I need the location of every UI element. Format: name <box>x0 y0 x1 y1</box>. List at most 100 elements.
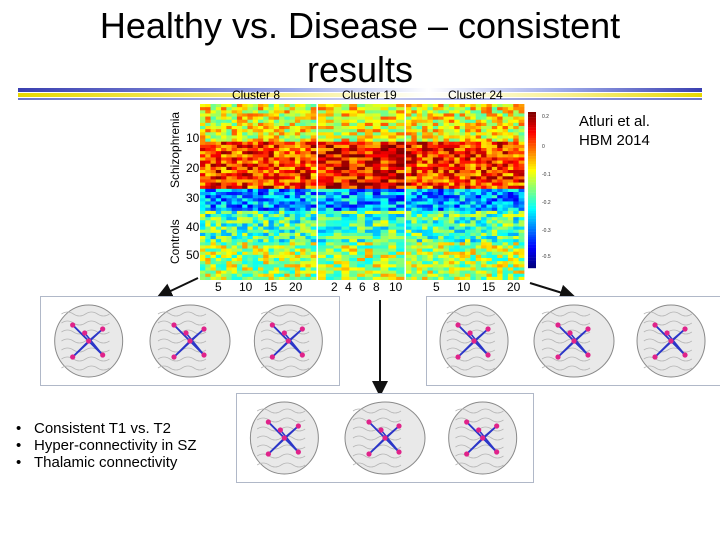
heatmap-cell <box>325 223 335 227</box>
heatmap-cell <box>443 204 450 209</box>
heatmap-cell <box>215 141 222 146</box>
heatmap-cell <box>475 245 482 249</box>
heatmap-cell <box>481 166 487 171</box>
heatmap-cell <box>507 267 514 271</box>
heatmap-cell <box>443 245 450 249</box>
heatmap-cell <box>357 254 366 259</box>
heatmap-cell <box>372 188 381 193</box>
heatmap-cell <box>294 201 301 205</box>
heatmap-cell <box>465 258 471 262</box>
heatmap-cell <box>289 201 296 205</box>
heatmap-cell <box>459 160 466 165</box>
heatmap-cell <box>357 179 366 183</box>
heatmap-cell <box>448 182 455 187</box>
heatmap-cell <box>231 119 238 124</box>
heatmap-cell <box>341 119 350 124</box>
heatmap-cell <box>459 148 466 152</box>
heatmap-cell <box>432 207 439 212</box>
brain-gyrus <box>446 320 496 326</box>
heatmap-cell <box>333 223 342 227</box>
heatmap-cell <box>305 214 312 218</box>
heatmap-cell <box>200 148 206 152</box>
heatmap-cell <box>465 204 471 209</box>
heatmap-cell <box>459 217 466 221</box>
colorbar-segment <box>528 223 536 227</box>
heatmap-cell <box>432 251 439 256</box>
heatmap-cell <box>448 217 455 221</box>
heatmap-cell <box>465 126 471 130</box>
heatmap-cell <box>486 179 493 183</box>
heatmap-cell <box>263 223 269 227</box>
heatmap-cell <box>486 126 493 130</box>
heatmap-cell <box>252 226 259 231</box>
heatmap-cell <box>491 119 498 124</box>
heatmap-cell <box>422 258 428 262</box>
heatmap-cell <box>284 132 291 136</box>
heatmap-cell <box>491 176 498 180</box>
heatmap-cell <box>333 245 342 249</box>
heatmap-cell <box>443 144 450 149</box>
heatmap-cell <box>294 264 301 268</box>
heatmap-cell <box>236 217 243 221</box>
heatmap-cell <box>372 107 381 111</box>
heatmap-cell <box>325 116 335 121</box>
heatmap-cell <box>273 154 280 158</box>
heatmap-cell <box>470 154 477 158</box>
heatmap-cell <box>341 245 350 249</box>
heatmap-cell <box>406 192 412 196</box>
heatmap-cell <box>242 135 248 139</box>
heatmap-cell <box>388 110 397 114</box>
heatmap-cell <box>481 138 487 143</box>
heatmap-cell <box>300 185 306 190</box>
heatmap-cell <box>475 148 482 152</box>
heatmap-cell <box>273 276 280 280</box>
heatmap-cell <box>470 135 477 139</box>
heatmap-cell <box>443 223 450 227</box>
heatmap-cell <box>406 122 412 127</box>
heatmap-cell <box>432 242 439 246</box>
heatmap-cell <box>310 198 317 202</box>
heatmap-cell <box>349 192 358 196</box>
heatmap-cell <box>252 198 259 202</box>
heatmap-cell <box>221 264 227 268</box>
heatmap-cell <box>294 207 301 212</box>
heatmap-cell <box>341 170 350 174</box>
heatmap-cell <box>349 119 358 124</box>
heatmap-cell <box>486 141 493 146</box>
heatmap-cell <box>427 160 434 165</box>
heatmap-cell <box>396 192 405 196</box>
heatmap-cell <box>486 129 493 133</box>
heatmap-cell <box>226 119 233 124</box>
brain-gyrus <box>643 311 693 317</box>
heatmap-cell <box>411 242 418 246</box>
heatmap-cell <box>438 157 444 161</box>
connection-edge <box>384 425 400 439</box>
heatmap-cell <box>279 126 285 130</box>
heatmap-cell <box>273 229 280 234</box>
heatmap-cell <box>396 188 405 193</box>
heatmap-cell <box>273 113 280 117</box>
heatmap-cell <box>486 261 493 265</box>
heatmap-cell <box>236 192 243 196</box>
heatmap-cell <box>454 148 461 152</box>
heatmap-cell <box>258 132 264 136</box>
heatmap-cell <box>411 144 418 149</box>
heatmap-cell <box>481 141 487 146</box>
heatmap-cell <box>221 188 227 193</box>
heatmap-cell <box>226 148 233 152</box>
heatmap-cell <box>432 248 439 253</box>
heatmap-cell <box>497 261 503 265</box>
heatmap-cell <box>406 264 412 268</box>
heatmap-cell <box>438 160 444 165</box>
heatmap-cell <box>349 276 358 280</box>
heatmap-cell <box>427 220 434 224</box>
heatmap-cell <box>448 166 455 171</box>
heatmap-cell <box>273 107 280 111</box>
heatmap-cell <box>268 223 275 227</box>
heatmap-cell <box>491 110 498 114</box>
heatmap-cell <box>268 214 275 218</box>
heatmap-cell <box>380 229 389 234</box>
heatmap-cell <box>465 160 471 165</box>
heatmap-cell <box>422 239 428 243</box>
brain-gyrus <box>61 338 110 344</box>
